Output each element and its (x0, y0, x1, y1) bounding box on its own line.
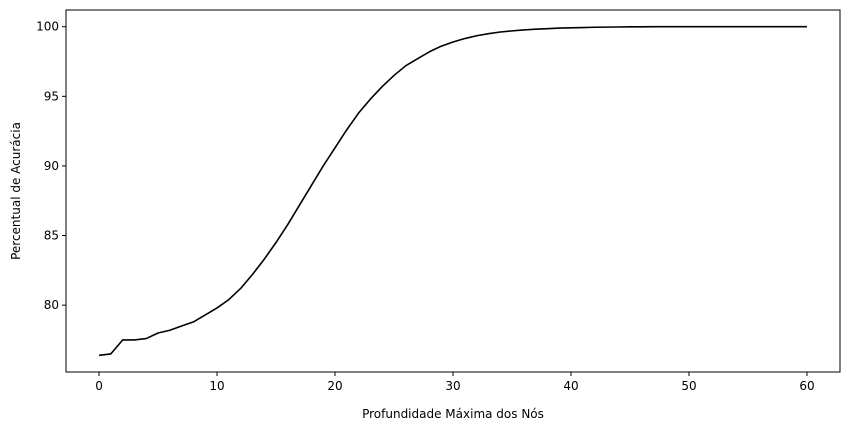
y-tick-label: 85 (44, 229, 59, 243)
y-tick-label: 100 (36, 20, 59, 34)
ticks-layer: 0 10 20 30 40 50 60 80 85 90 95 100 (36, 20, 815, 393)
accuracy-line-series (98, 25, 807, 357)
x-tick-label: 60 (799, 379, 814, 393)
y-tick-label: 90 (44, 159, 59, 173)
x-tick-label: 40 (563, 379, 578, 393)
x-tick-label: 50 (681, 379, 696, 393)
x-tick-label: 30 (445, 379, 460, 393)
plot-frame (65, 9, 841, 373)
y-axis-label: Percentual de Acurácia (9, 122, 23, 260)
x-tick-label: 20 (327, 379, 342, 393)
x-tick-label: 10 (209, 379, 224, 393)
series-layer (98, 25, 807, 357)
x-tick-label: 0 (95, 379, 103, 393)
y-tick-label: 80 (44, 298, 59, 312)
x-axis-label: Profundidade Máxima dos Nós (362, 407, 544, 421)
y-tick-label: 95 (44, 89, 59, 103)
